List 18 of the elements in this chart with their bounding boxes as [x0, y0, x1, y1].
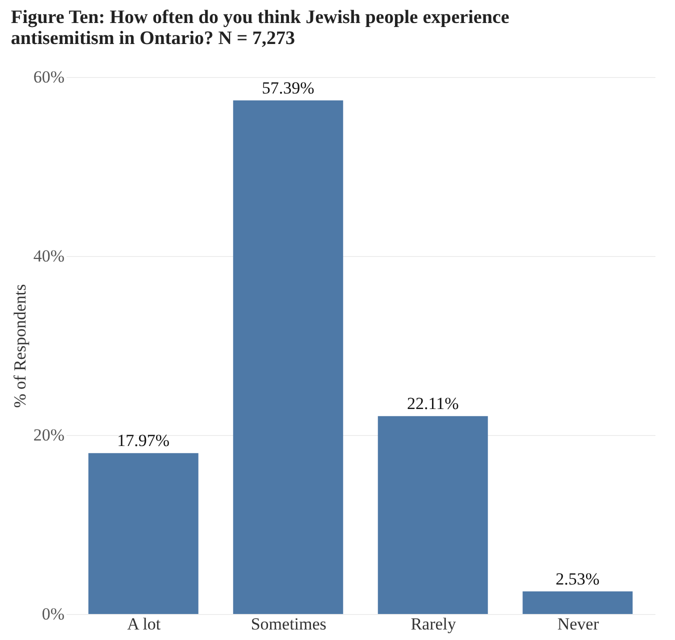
- y-tick-label: 40%: [33, 246, 64, 266]
- data-label: 2.53%: [556, 569, 600, 588]
- x-tick-label: Rarely: [410, 614, 457, 634]
- x-tick-label: Sometimes: [250, 614, 326, 634]
- bar: [88, 453, 198, 614]
- y-tick-label: 0%: [42, 604, 64, 624]
- y-tick-label: 20%: [33, 426, 64, 444]
- x-tick-label: A lot: [127, 614, 161, 634]
- y-tick-label: 60%: [33, 68, 64, 86]
- bar: [522, 591, 633, 614]
- x-tick-label: Never: [557, 614, 600, 634]
- data-label: 22.11%: [406, 394, 459, 414]
- bar: [378, 416, 488, 614]
- y-axis-title: % of Respondents: [10, 284, 30, 408]
- chart-title: Figure Ten: How often do you think Jewish people experience antisemitism in Ontario? N = 7,273: [10, 7, 510, 49]
- bar: [233, 100, 344, 614]
- data-label: 17.97%: [117, 431, 170, 450]
- data-label: 57.39%: [262, 78, 314, 98]
